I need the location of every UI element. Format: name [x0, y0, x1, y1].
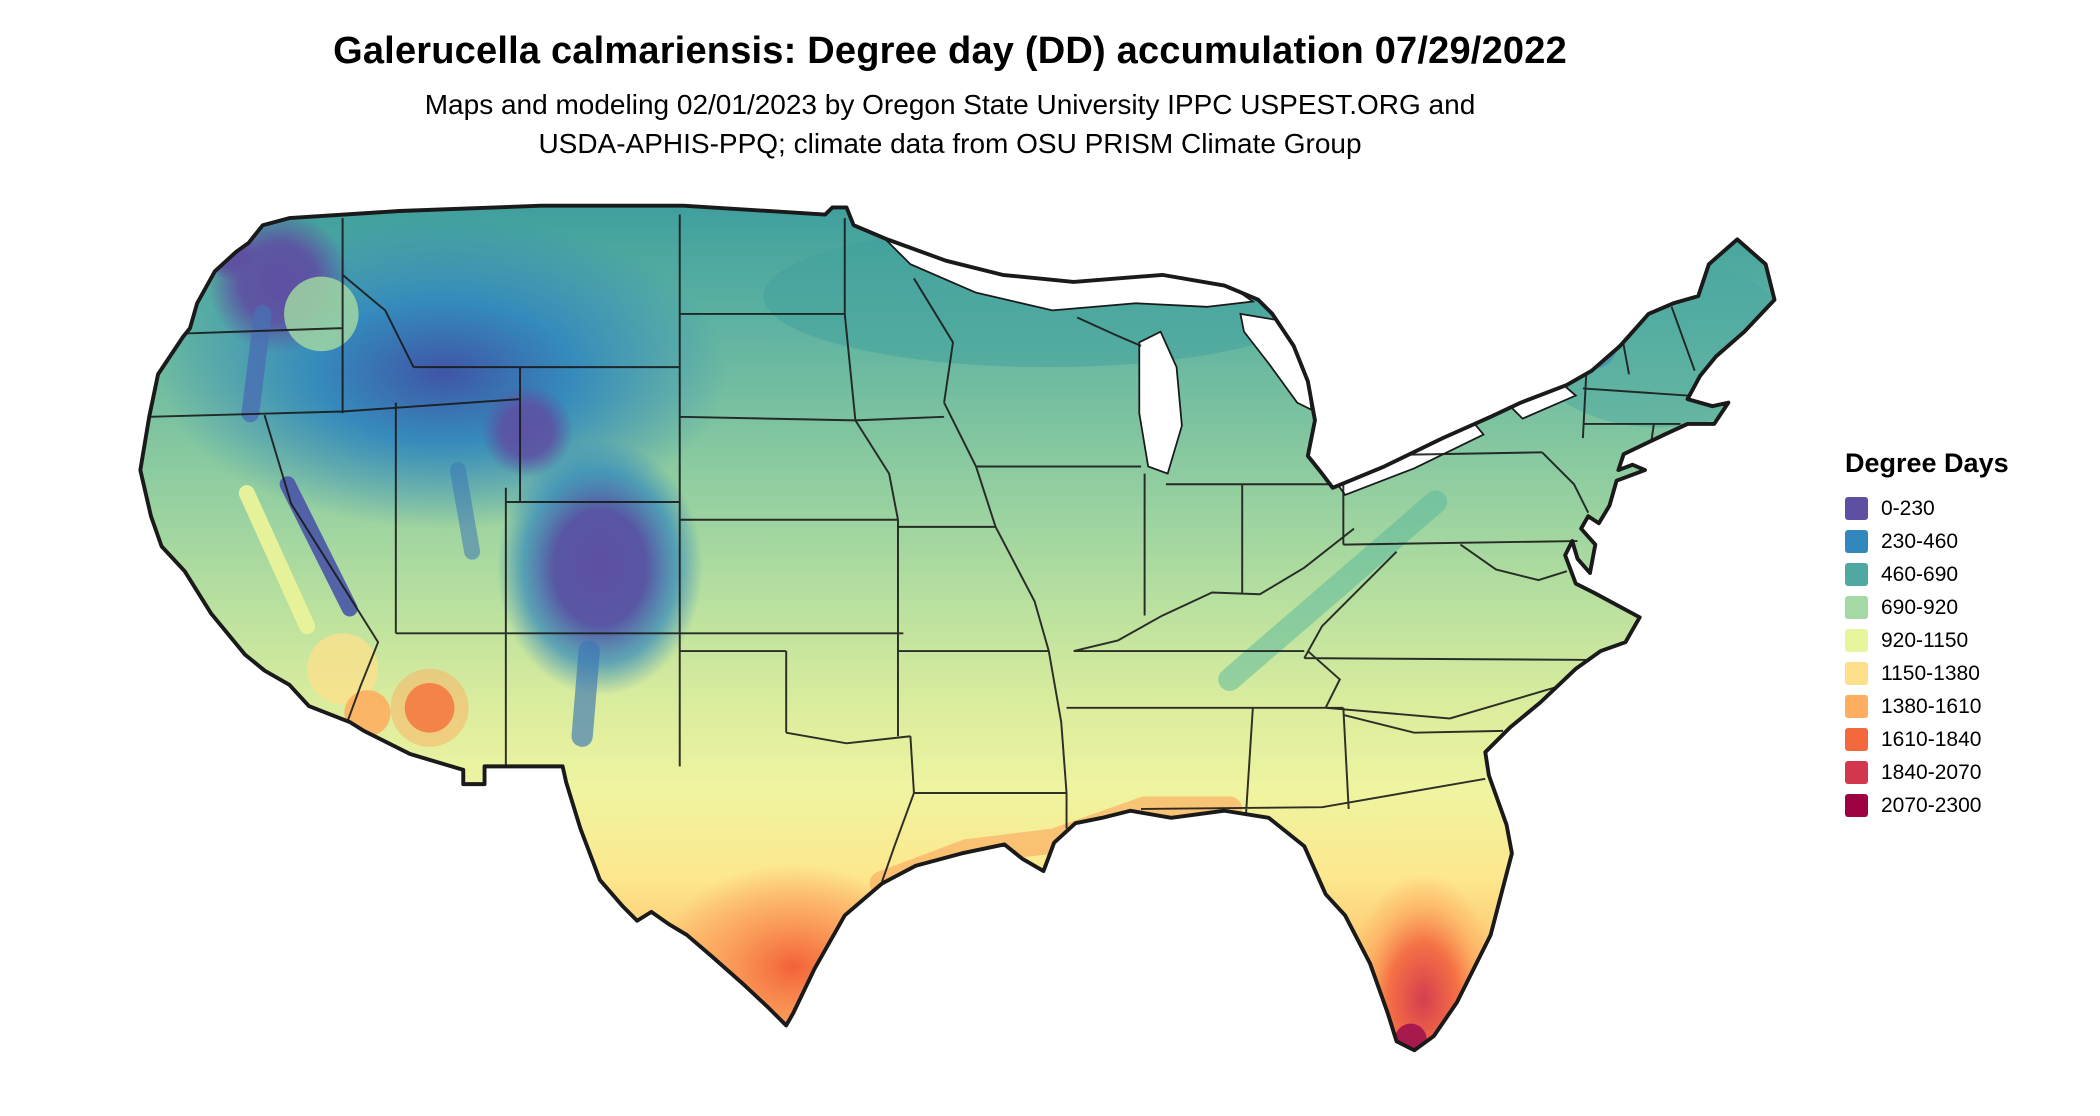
legend-swatch: [1845, 497, 1868, 520]
legend-item: 0-230: [1845, 497, 2085, 520]
legend-label: 1840-2070: [1881, 761, 1982, 784]
legend-swatch: [1845, 761, 1868, 784]
legend-item: 690-920: [1845, 596, 2085, 619]
legend-swatch: [1845, 728, 1868, 751]
legend: Degree Days 0-230 230-460 460-690 690-92…: [1845, 448, 2085, 827]
legend-swatch: [1845, 695, 1868, 718]
state-borders: [149, 214, 1696, 883]
legend-item: 920-1150: [1845, 629, 2085, 652]
legend-item: 2070-2300: [1845, 794, 2085, 817]
legend-item: 1840-2070: [1845, 761, 2085, 784]
legend-label: 230-460: [1881, 530, 1959, 553]
legend-title: Degree Days: [1845, 448, 2009, 478]
legend-label: 690-920: [1881, 596, 1959, 619]
legend-label: 1150-1380: [1881, 662, 1980, 685]
legend-label: 1610-1840: [1881, 728, 1982, 751]
legend-item: 1380-1610: [1845, 695, 2085, 718]
legend-label: 0-230: [1881, 497, 1935, 520]
page-title: Galerucella calmariensis: Degree day (DD…: [333, 30, 1567, 72]
legend-swatch: [1845, 629, 1868, 652]
us-outline: [138, 203, 1777, 1053]
legend-label: 2070-2300: [1881, 794, 1982, 817]
subtitle-line-1: Maps and modeling 02/01/2023 by Oregon S…: [424, 89, 1476, 120]
legend-swatch: [1845, 662, 1868, 685]
legend-label: 460-690: [1881, 563, 1959, 586]
subtitle-line-2: USDA-APHIS-PPQ; climate data from OSU PR…: [538, 127, 1362, 159]
legend-swatch: [1845, 563, 1868, 586]
legend-item: 230-460: [1845, 530, 2085, 553]
figure-header: Galerucella calmariensis: Degree day (DD…: [0, 30, 1900, 163]
raster-layers: [140, 205, 1775, 1051]
legend-item: 1610-1840: [1845, 728, 2085, 751]
us-degree-day-map: [138, 203, 1777, 1053]
legend-swatch: [1845, 530, 1868, 553]
legend-item: 1150-1380: [1845, 662, 2085, 685]
map-canvas: [80, 195, 1810, 1100]
legend-item: 460-690: [1845, 563, 2085, 586]
legend-swatch: [1845, 596, 1868, 619]
legend-label: 1380-1610: [1881, 695, 1982, 718]
legend-label: 920-1150: [1881, 629, 1969, 652]
legend-swatch: [1845, 794, 1868, 817]
